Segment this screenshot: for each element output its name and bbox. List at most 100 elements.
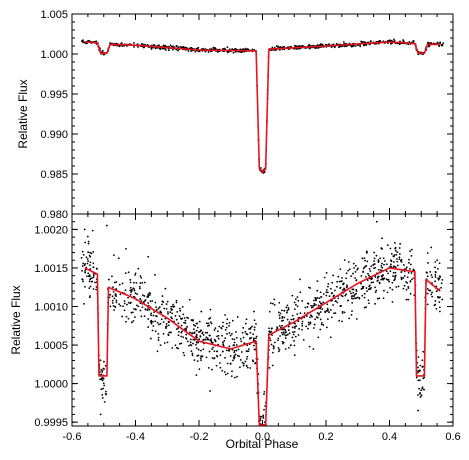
bottom-data-point: [131, 288, 133, 291]
top-model-curve: [84, 41, 441, 174]
top-y-axis-label: Relative Flux: [16, 79, 30, 148]
bottom-data-point: [269, 339, 272, 342]
bottom-data-point: [123, 300, 126, 302]
bottom-data-point: [134, 273, 137, 276]
bottom-data-point: [164, 287, 167, 290]
bottom-data-point: [270, 343, 273, 346]
bottom-data-point: [382, 257, 385, 260]
bottom-data-point: [375, 289, 378, 292]
bottom-data-point: [425, 271, 428, 274]
top-data-point: [190, 46, 193, 49]
bottom-data-point: [309, 314, 312, 317]
bottom-data-point: [277, 339, 279, 342]
bottom-data-point: [374, 266, 376, 269]
bottom-data-point: [113, 309, 115, 311]
bottom-data-point: [400, 278, 403, 281]
bottom-data-point: [407, 285, 410, 288]
bottom-plot-frame: [71, 213, 454, 427]
bottom-data-point: [383, 277, 386, 280]
bottom-data-point: [80, 256, 83, 259]
bottom-data-point: [239, 337, 242, 340]
bottom-data-point: [420, 389, 423, 392]
bottom-data-point: [352, 272, 354, 275]
bottom-data-point: [403, 275, 406, 277]
bottom-data-point: [301, 328, 303, 331]
bottom-data-point: [206, 338, 209, 341]
bottom-data-point: [159, 322, 162, 325]
bottom-data-point: [104, 364, 107, 367]
bottom-data-point: [345, 277, 347, 280]
bottom-data-point: [326, 303, 329, 306]
bottom-data-point: [167, 333, 170, 336]
bottom-data-point: [388, 280, 391, 283]
bottom-data-point: [340, 294, 343, 297]
bottom-data-point: [234, 353, 237, 356]
bottom-data-point: [318, 297, 321, 300]
bottom-data-point: [431, 295, 434, 298]
bottom-data-point: [410, 263, 412, 266]
bottom-data-point: [166, 341, 169, 344]
x-tick-label: 0.0: [255, 431, 270, 443]
bottom-data-point: [140, 276, 143, 279]
bottom-data-point: [146, 309, 149, 311]
bottom-data-point: [220, 326, 223, 329]
bottom-data-point: [271, 351, 274, 354]
bottom-data-point: [249, 367, 252, 369]
bottom-data-point: [313, 323, 316, 326]
bottom-data-point: [272, 345, 275, 347]
bottom-data-point: [363, 292, 366, 295]
bottom-data-point: [176, 310, 179, 313]
bottom-data-point: [188, 298, 191, 301]
bottom-data-point: [209, 334, 211, 337]
bottom-data-point: [436, 267, 439, 270]
bottom-data-point: [150, 312, 153, 315]
top-data-point: [222, 47, 224, 50]
bottom-data-point: [294, 335, 297, 338]
bottom-data-point: [315, 304, 317, 306]
bottom-data-point: [338, 280, 341, 283]
bottom-data-point: [246, 333, 249, 336]
bottom-data-point: [389, 270, 392, 273]
bottom-data-point: [207, 322, 210, 325]
bottom-data-point: [240, 340, 243, 343]
bottom-data-point: [83, 302, 85, 305]
bottom-data-point: [229, 363, 232, 365]
bottom-data-point: [180, 324, 183, 327]
bottom-data-point: [419, 379, 421, 382]
bottom-data-point: [435, 307, 438, 310]
bottom-data-point: [394, 246, 397, 249]
bottom-data-point: [408, 258, 410, 261]
bottom-data-point: [317, 304, 320, 307]
bottom-data-point: [355, 288, 358, 291]
bottom-data-point: [211, 348, 213, 351]
bottom-data-point: [343, 288, 346, 291]
bottom-data-point: [242, 336, 245, 339]
bottom-data-point: [95, 288, 98, 291]
bottom-data-point: [426, 287, 429, 290]
bottom-data-point: [370, 265, 373, 268]
bottom-data-point: [84, 285, 86, 288]
bottom-data-point: [417, 409, 419, 412]
bottom-data-point: [87, 242, 90, 245]
bottom-data-point: [198, 338, 201, 341]
top-data-point: [241, 51, 243, 53]
bottom-data-point: [91, 229, 94, 232]
bottom-data-point: [180, 331, 183, 334]
bottom-data-point: [354, 270, 357, 273]
bottom-data-point: [208, 324, 210, 327]
bottom-data-point: [368, 285, 371, 288]
bottom-data-point: [111, 295, 114, 298]
bottom-data-point: [320, 321, 323, 324]
bottom-data-point: [103, 384, 106, 387]
top-data-point: [251, 48, 254, 51]
bottom-data-point: [174, 314, 177, 317]
bottom-ticks: [71, 213, 454, 426]
bottom-data-point: [167, 324, 170, 327]
bottom-data-point: [228, 332, 231, 334]
bottom-data-point: [229, 334, 232, 337]
bottom-data-point: [405, 288, 408, 291]
bottom-data-point: [233, 351, 236, 354]
bottom-data-point: [199, 357, 202, 360]
bottom-data-point: [241, 361, 244, 364]
bottom-data-point: [92, 276, 95, 279]
